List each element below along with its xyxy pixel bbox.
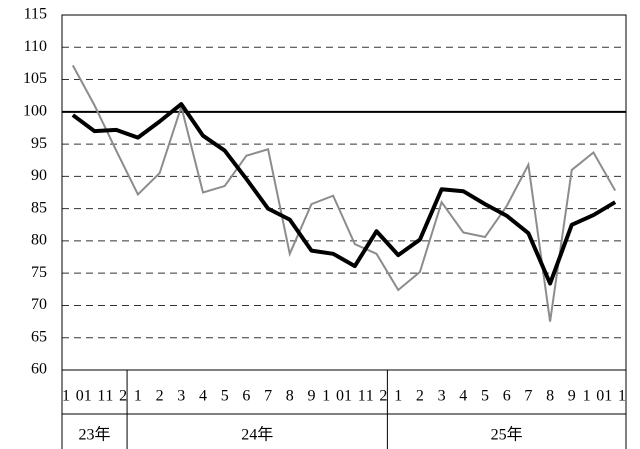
x-tick-label: 12: [366, 388, 388, 405]
x-tick-label: 4: [459, 388, 467, 405]
y-tick-label: 90: [31, 167, 47, 184]
x-tick-label: 3: [438, 388, 446, 405]
y-tick-label: 115: [24, 6, 47, 23]
x-tick-label: 11: [604, 388, 626, 405]
x-tick-label: 10: [583, 388, 605, 405]
y-tick-label: 110: [24, 38, 47, 55]
plot-frame: [61, 14, 627, 371]
x-tick-label: 7: [264, 388, 272, 405]
x-tick-label: 9: [568, 388, 576, 405]
y-tick-label: 85: [31, 199, 47, 216]
x-tick-label: 8: [546, 388, 554, 405]
x-tick-label: 4: [199, 388, 207, 405]
y-tick-label: 95: [31, 135, 47, 152]
x-tick-label: 2: [156, 388, 164, 405]
x-tick-label: 5: [221, 388, 229, 405]
x-group-label: 24年: [241, 426, 273, 444]
x-tick-label: 6: [503, 388, 511, 405]
series-line: [71, 64, 617, 322]
x-tick-label: 6: [242, 388, 250, 405]
x-tick-label: 2: [416, 388, 424, 405]
x-tick-label: 12: [105, 388, 127, 405]
series-line: [71, 102, 617, 286]
y-tick-label: 100: [23, 102, 47, 119]
y-tick-label: 75: [31, 264, 47, 281]
x-group-label: 23年: [79, 426, 111, 444]
x-group-label: 25年: [491, 426, 523, 444]
x-tick-label: 8: [286, 388, 294, 405]
x-tick-label: 9: [307, 388, 315, 405]
y-tick-label: 65: [31, 328, 47, 345]
x-tick-label: 7: [524, 388, 532, 405]
x-tick-label: 3: [177, 388, 185, 405]
y-tick-label: 60: [31, 361, 47, 378]
x-tick-label: 10: [322, 388, 344, 405]
x-tick-label: 11: [84, 388, 106, 405]
x-tick-label: 1: [394, 388, 402, 405]
x-tick-label: 11: [344, 388, 366, 405]
y-tick-label: 105: [23, 70, 47, 87]
x-tick-label: 5: [481, 388, 489, 405]
y-tick-label: 70: [31, 296, 47, 313]
x-tick-label: 10: [62, 388, 84, 405]
x-tick-label: 1: [134, 388, 142, 405]
y-tick-label: 80: [31, 232, 47, 249]
